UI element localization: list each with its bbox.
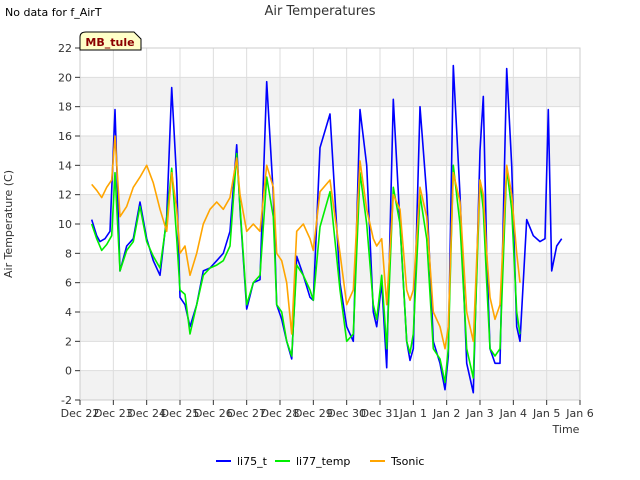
y-axis-label: Air Temperature (C)	[2, 170, 15, 278]
station-badge: MB_tule	[79, 31, 142, 51]
x-tick-label: Dec 23	[94, 407, 133, 420]
badge-label: MB_tule	[85, 36, 134, 49]
y-tick-label: 10	[58, 218, 72, 231]
x-tick-label: Jan 1	[399, 407, 427, 420]
y-tick-label: 16	[58, 130, 72, 143]
x-tick-label: Jan 4	[499, 407, 527, 420]
x-tick-label: Dec 25	[161, 407, 200, 420]
x-tick-label: Dec 27	[227, 407, 266, 420]
background-band	[80, 136, 580, 166]
x-tick-label: Dec 24	[127, 407, 166, 420]
y-tick-label: -2	[61, 394, 72, 407]
series-line-tsonic	[91, 135, 521, 350]
legend: li75_t li77_temp Tsonic	[216, 455, 424, 468]
y-tick-label: 18	[58, 101, 72, 114]
x-tick-label: Dec 31	[361, 407, 400, 420]
legend-label: li75_t	[237, 455, 268, 468]
x-tick-label: Jan 5	[532, 407, 560, 420]
series-line-li75-t	[90, 64, 563, 394]
series-lines	[90, 64, 563, 394]
plot-background-bands	[80, 77, 580, 400]
background-band	[80, 312, 580, 342]
background-band	[80, 77, 580, 107]
y-tick-label: 2	[65, 335, 72, 348]
x-tick-label: Jan 3	[465, 407, 493, 420]
x-tick-label: Jan 6	[565, 407, 593, 420]
series-line-li77-temp	[90, 152, 521, 384]
background-band	[80, 253, 580, 283]
background-band	[80, 370, 580, 400]
x-tick-label: Dec 29	[294, 407, 333, 420]
y-tick-label: 8	[65, 247, 72, 260]
y-tick-label: 6	[65, 277, 72, 290]
badge-box	[79, 31, 142, 51]
y-tick-label: 12	[58, 189, 72, 202]
legend-label: Tsonic	[390, 455, 424, 468]
grid-lines	[79, 47, 581, 401]
y-axis-ticks: -2 0 2 4 6 8 10 12 14 16 18 20 22	[58, 42, 80, 407]
x-tick-label: Dec 28	[261, 407, 300, 420]
x-tick-label: Dec 22	[61, 407, 100, 420]
x-tick-label: Dec 26	[194, 407, 233, 420]
x-axis-label: Time	[552, 423, 580, 436]
legend-label: li77_temp	[296, 455, 350, 468]
no-data-message: No data for f_AirT	[5, 6, 102, 19]
x-tick-label: Jan 2	[432, 407, 460, 420]
chart-title: Air Temperatures	[264, 4, 375, 19]
x-tick-label: Dec 30	[327, 407, 366, 420]
y-tick-label: 22	[58, 42, 72, 55]
y-tick-label: 14	[58, 159, 72, 172]
y-tick-label: 20	[58, 71, 72, 84]
y-tick-label: 0	[65, 365, 72, 378]
y-tick-label: 4	[65, 306, 72, 319]
